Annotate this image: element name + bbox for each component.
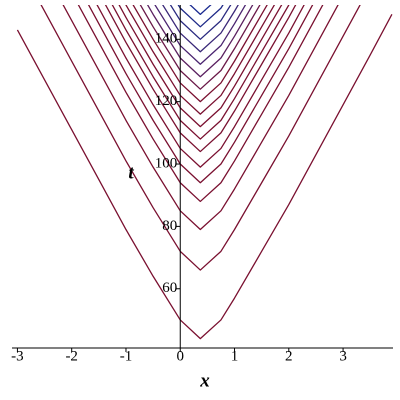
- curve: [177, 5, 224, 28]
- x-tick-label: 0: [176, 348, 184, 364]
- x-tick-label: 2: [285, 348, 293, 364]
- y-tick-label: 60: [162, 280, 177, 296]
- curve: [111, 5, 290, 140]
- y-tick-label: 100: [155, 155, 178, 171]
- curve: [118, 5, 283, 128]
- y-axis-label: t: [128, 162, 134, 183]
- curve: [77, 5, 324, 203]
- curve: [162, 5, 239, 53]
- curve: [62, 5, 339, 231]
- curve: [189, 5, 212, 16]
- x-tick-label: 3: [339, 348, 347, 364]
- curve: [125, 5, 276, 115]
- y-tick-label: 80: [162, 218, 177, 234]
- x-axis-label: x: [199, 370, 210, 391]
- x-tick-label: 1: [231, 348, 239, 364]
- curve: [96, 5, 305, 168]
- curves: [16, 5, 393, 340]
- x-tick-label: -3: [11, 348, 24, 364]
- curve: [87, 5, 314, 184]
- y-tick-label: 140: [155, 31, 178, 47]
- curve: [104, 5, 297, 153]
- curve: [146, 5, 254, 78]
- curve: [132, 5, 268, 103]
- x-tick-label: -2: [65, 348, 78, 364]
- curve: [139, 5, 261, 90]
- curve: [169, 5, 232, 40]
- x-tick-label: -1: [120, 348, 133, 364]
- y-tick-label: 120: [155, 93, 178, 109]
- curve: [40, 5, 361, 271]
- curve: [154, 5, 247, 65]
- curve: [16, 14, 393, 340]
